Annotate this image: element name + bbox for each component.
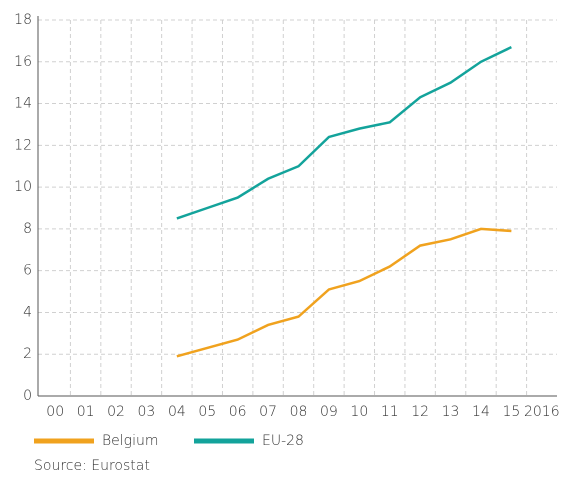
x-tick-label: 06 bbox=[229, 404, 247, 420]
y-tick-label: 6 bbox=[23, 263, 32, 279]
y-tick-label: 0 bbox=[23, 388, 32, 404]
x-tick-label: 07 bbox=[259, 404, 277, 420]
x-tick-label: 03 bbox=[138, 404, 156, 420]
y-tick-label: 2 bbox=[23, 346, 32, 362]
x-tick-label: 2016 bbox=[524, 404, 560, 420]
y-tick-label: 4 bbox=[23, 304, 32, 320]
x-tick-label: 13 bbox=[442, 404, 460, 420]
x-tick-label: 00 bbox=[46, 404, 64, 420]
y-tick-label: 18 bbox=[14, 12, 32, 28]
x-tick-label: 11 bbox=[381, 404, 399, 420]
y-tick-label: 16 bbox=[14, 54, 32, 70]
y-tick-label: 8 bbox=[23, 221, 32, 237]
y-tick-label: 12 bbox=[14, 137, 32, 153]
x-tick-label: 09 bbox=[320, 404, 338, 420]
source-note: Source: Eurostat bbox=[34, 458, 150, 474]
x-tick-label: 12 bbox=[411, 404, 429, 420]
x-tick-label: 05 bbox=[198, 404, 216, 420]
x-tick-label: 10 bbox=[350, 404, 368, 420]
legend-label: EU-28 bbox=[262, 433, 304, 449]
x-tick-label: 08 bbox=[290, 404, 308, 420]
x-tick-label: 01 bbox=[77, 404, 95, 420]
legend-label: Belgium bbox=[102, 433, 158, 449]
x-tick-label: 15 bbox=[502, 404, 520, 420]
series-line bbox=[176, 227, 512, 358]
x-tick-label: 14 bbox=[472, 404, 490, 420]
x-tick-label: 04 bbox=[168, 404, 186, 420]
x-tick-label: 02 bbox=[107, 404, 125, 420]
y-tick-label: 10 bbox=[14, 179, 32, 195]
series-line bbox=[176, 46, 512, 220]
y-tick-label: 14 bbox=[14, 96, 32, 112]
